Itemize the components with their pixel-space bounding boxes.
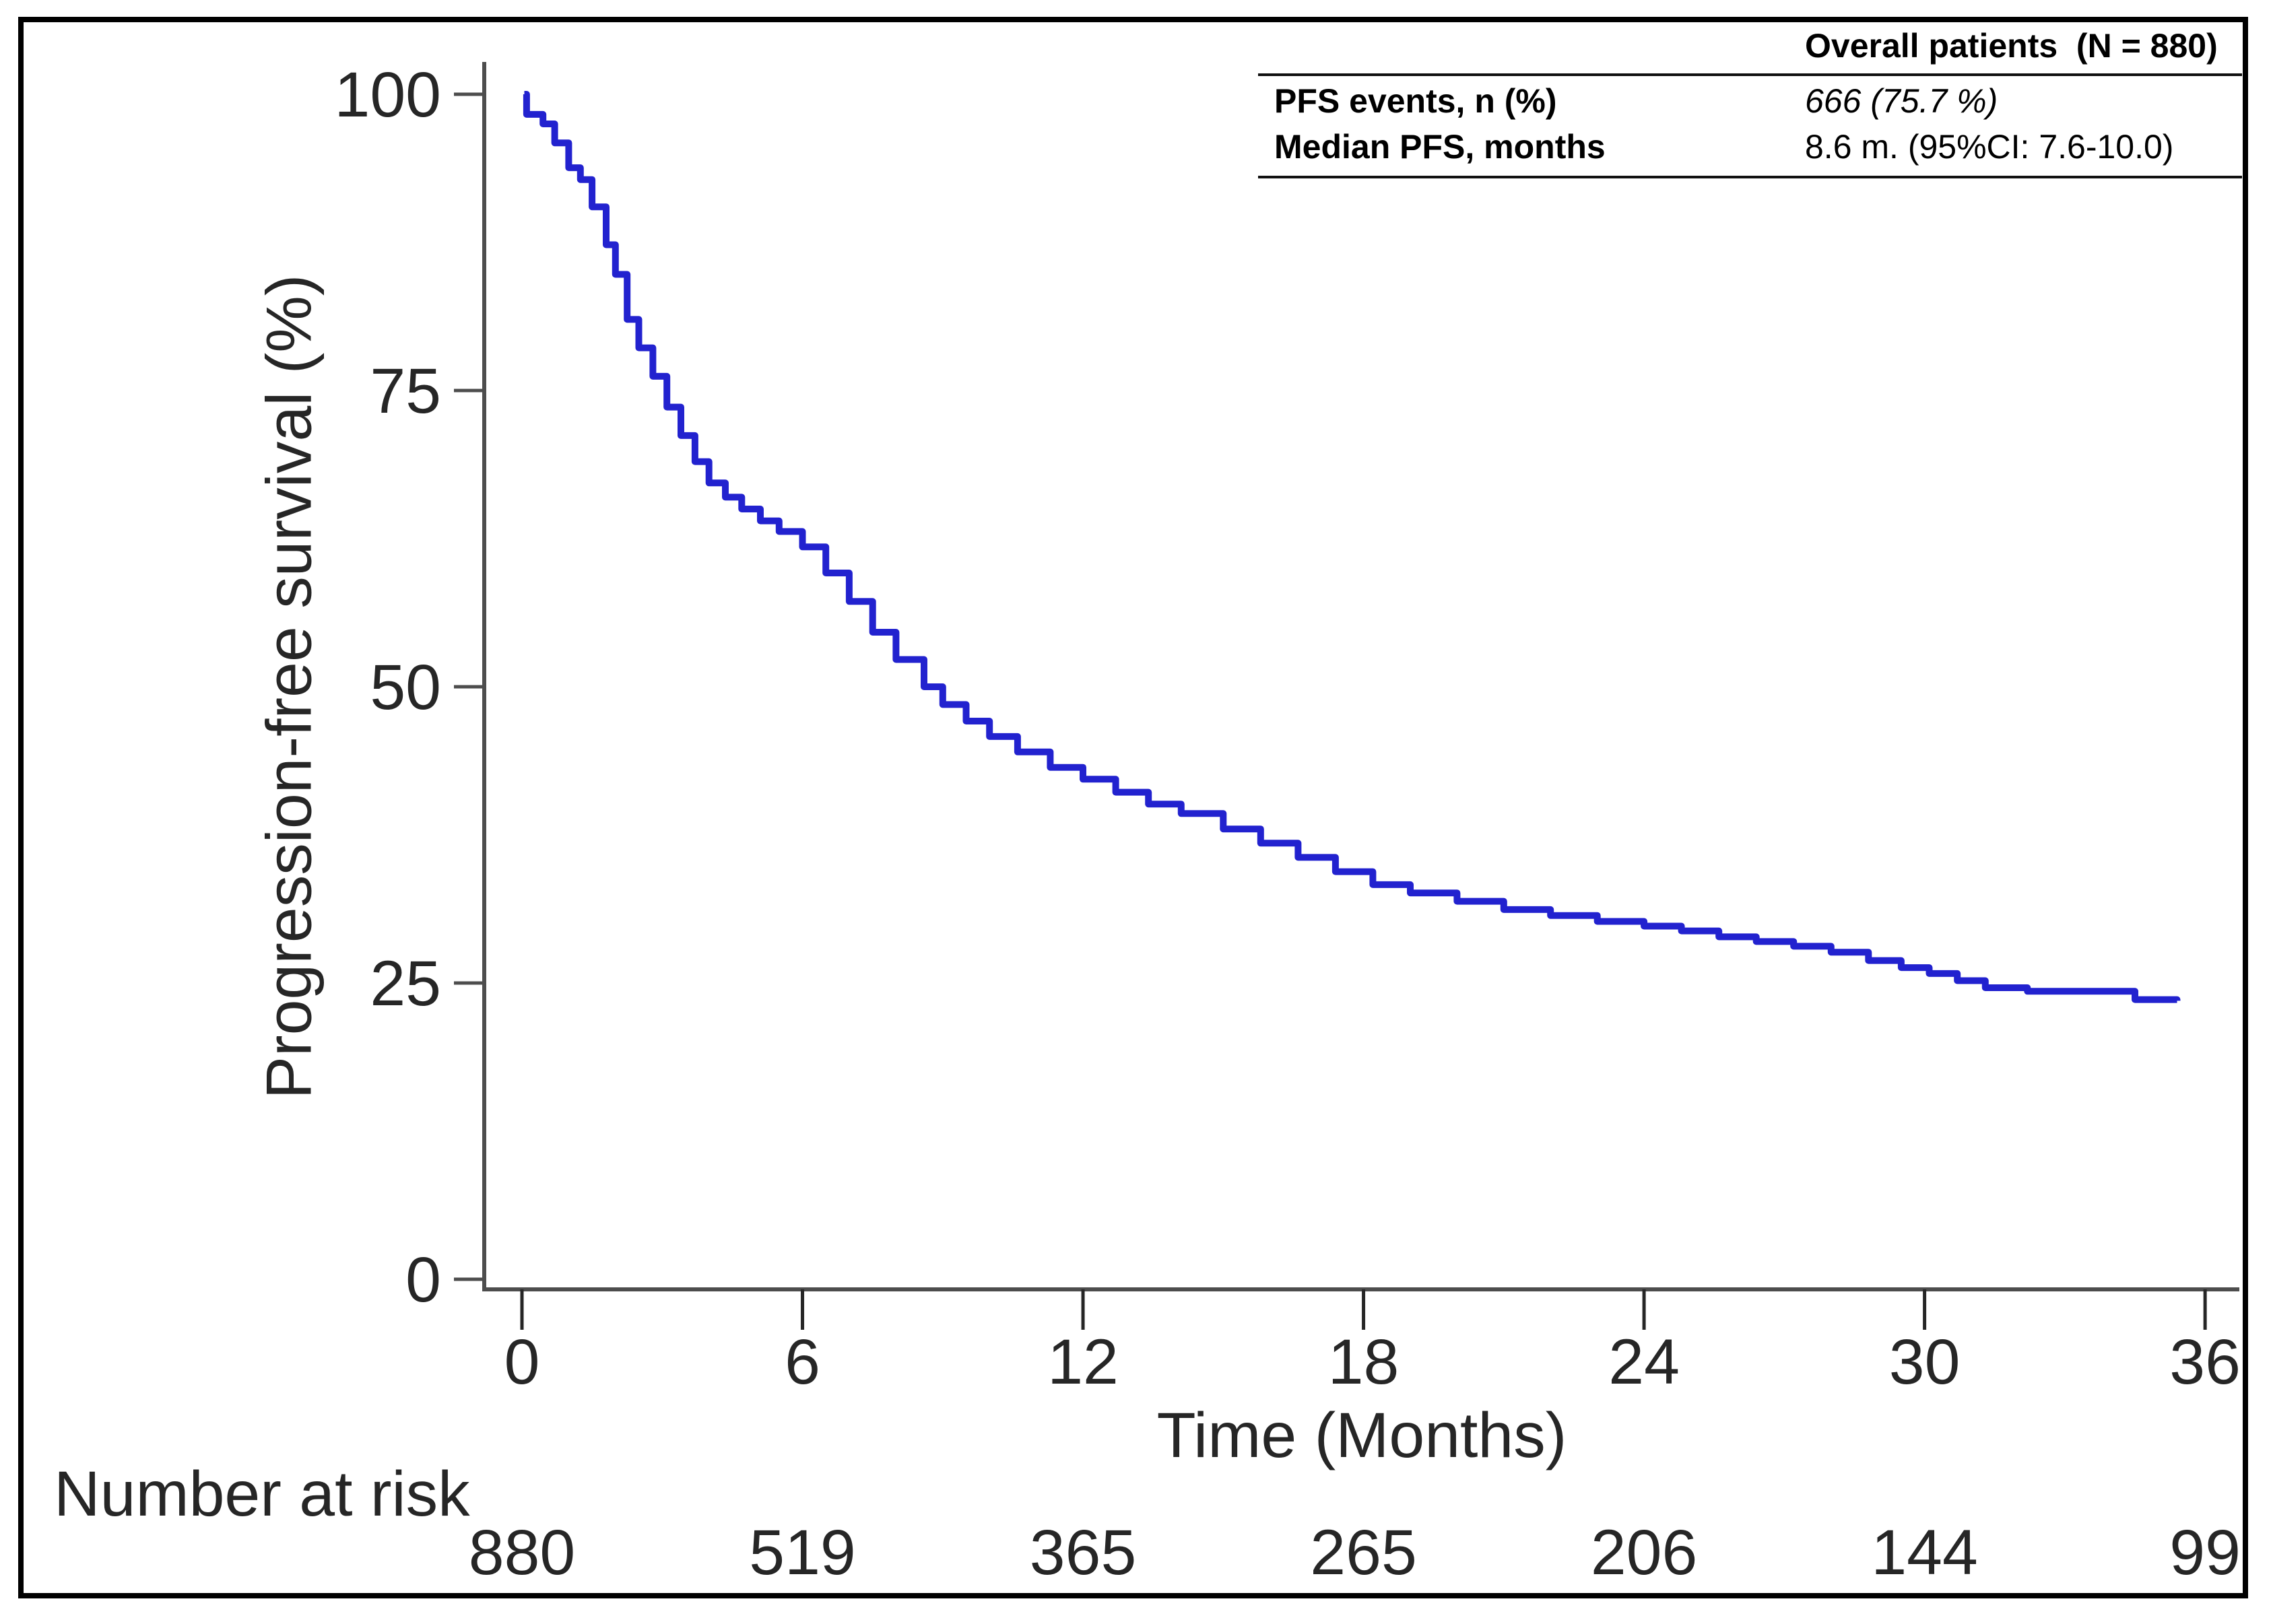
risk-count: 144 [1871,1517,1978,1588]
x-tick-label: 0 [504,1326,540,1398]
risk-count: 99 [2169,1517,2241,1588]
stats-row-label: PFS events, n (%) [1274,82,1557,120]
stats-row-value: 8.6 m. (95%CI: 7.6-10.0) [1805,128,2174,166]
stats-row-label: Median PFS, months [1274,128,1606,166]
risk-count: 206 [1591,1517,1698,1588]
y-axis-title: Progression-free survival (%) [253,274,325,1099]
y-tick-label: 0 [405,1244,441,1316]
risk-count: 880 [469,1517,576,1588]
stats-bottom-rule [1258,176,2242,178]
stats-row-value: 666 (75.7 %) [1805,82,1998,120]
stats-header-rule [1258,73,2242,76]
x-tick-label: 30 [1889,1326,1961,1398]
risk-count: 265 [1310,1517,1417,1588]
stats-header: Overall patients (N = 880) [1805,27,2218,65]
y-tick-label: 75 [370,356,441,427]
km-curve [523,91,2181,1003]
x-tick-label: 12 [1047,1326,1119,1398]
y-tick-label: 100 [334,59,441,131]
y-tick-label: 25 [370,948,441,1019]
figure-border [18,17,2248,1598]
risk-count: 365 [1030,1517,1137,1588]
y-tick-label: 50 [370,652,441,723]
risk-count: 519 [749,1517,856,1588]
x-tick-label: 24 [1608,1326,1680,1398]
x-tick-label: 36 [2169,1326,2241,1398]
x-tick-label: 18 [1328,1326,1400,1398]
x-tick-label: 6 [785,1326,820,1398]
stats-table: Overall patients (N = 880) PFS events, n… [1258,17,2243,182]
x-axis-title: Time (Months) [1156,1400,1567,1471]
number-at-risk-label: Number at risk [54,1458,470,1530]
